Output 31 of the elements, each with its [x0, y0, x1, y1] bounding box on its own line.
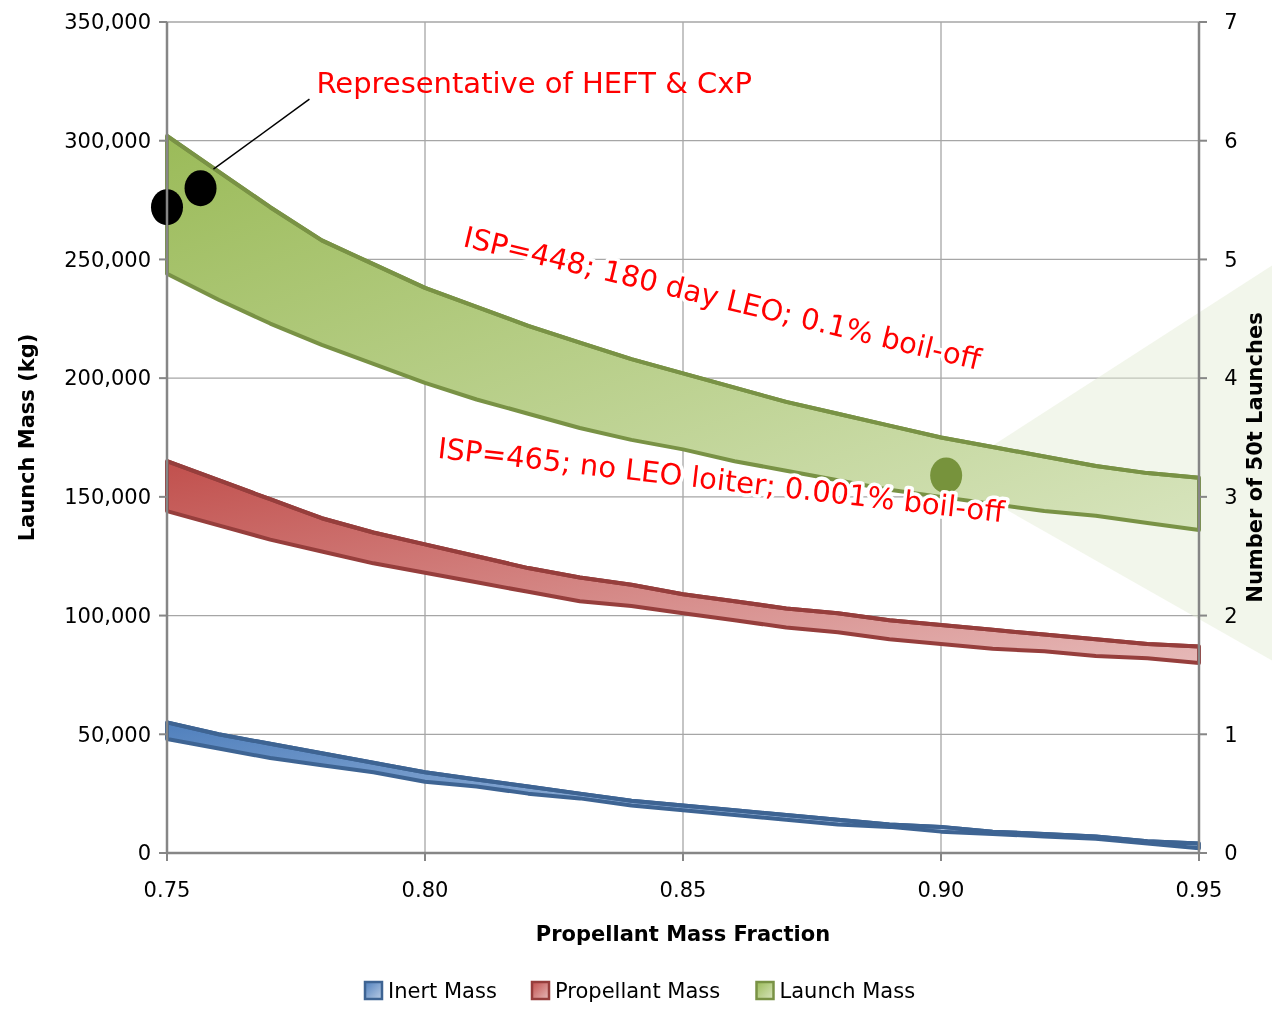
y2-tick-label: 0 — [1224, 841, 1238, 866]
x-tick-label: 0.90 — [917, 878, 965, 902]
x-tick-label: 0.75 — [143, 878, 191, 902]
legend-label: Propellant Mass — [555, 979, 721, 1003]
y-tick-label: 350,000 — [64, 10, 151, 35]
y2-tick-label: 1 — [1224, 722, 1238, 747]
y2-tick-label: 3 — [1224, 485, 1238, 510]
legend-label: Inert Mass — [388, 979, 497, 1003]
y-tick-label: 300,000 — [64, 129, 151, 154]
x-axis-title: Propellant Mass Fraction — [535, 922, 831, 946]
legend-label: Launch Mass — [779, 979, 916, 1003]
y-tick-label: 200,000 — [64, 366, 151, 391]
point — [184, 170, 217, 207]
y-tick-label: 0 — [137, 841, 151, 866]
y2-tick-label: 6 — [1224, 129, 1238, 154]
y-tick-label: 50,000 — [77, 722, 151, 747]
y2-tick-label: 5 — [1224, 247, 1238, 272]
annotation: Representative of HEFT & CxP — [316, 66, 752, 101]
x-tick-label: 0.85 — [659, 878, 707, 902]
x-tick-label: 0.95 — [1175, 878, 1223, 902]
y2-tick-label: 7 — [1224, 10, 1238, 35]
y-tick-label: 100,000 — [64, 603, 151, 628]
x-tick-label: 0.80 — [401, 878, 449, 902]
annotation: ISP=465; no LEO loiter; 0.001% boil-off — [436, 430, 1008, 530]
y2-tick-label: 2 — [1224, 603, 1238, 628]
y-axis-title: Launch Mass (kg) — [15, 333, 39, 542]
y2-axis-title: Number of 50t Launches — [1243, 312, 1267, 603]
y-tick-label: 250,000 — [64, 247, 151, 272]
point — [151, 189, 183, 226]
y2-tick-label: 4 — [1224, 366, 1238, 391]
y-tick-label: 150,000 — [64, 485, 151, 510]
